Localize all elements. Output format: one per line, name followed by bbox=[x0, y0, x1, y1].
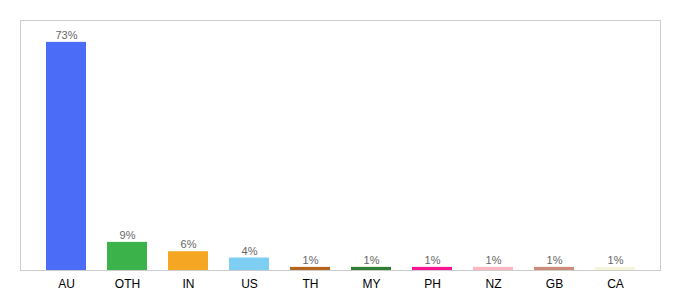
svg-text:TH: TH bbox=[303, 277, 319, 291]
svg-text:GB: GB bbox=[546, 277, 563, 291]
svg-text:NZ: NZ bbox=[486, 277, 502, 291]
svg-text:4%: 4% bbox=[242, 245, 258, 257]
svg-text:1%: 1% bbox=[364, 254, 380, 266]
svg-text:1%: 1% bbox=[608, 254, 624, 266]
svg-text:6%: 6% bbox=[181, 238, 197, 250]
svg-text:1%: 1% bbox=[425, 254, 441, 266]
svg-text:PH: PH bbox=[424, 277, 441, 291]
svg-text:1%: 1% bbox=[303, 254, 319, 266]
svg-text:OTH: OTH bbox=[115, 277, 140, 291]
svg-text:US: US bbox=[241, 277, 258, 291]
svg-text:9%: 9% bbox=[120, 229, 136, 241]
svg-text:1%: 1% bbox=[547, 254, 563, 266]
svg-text:73%: 73% bbox=[55, 29, 77, 41]
svg-text:IN: IN bbox=[183, 277, 195, 291]
svg-text:CA: CA bbox=[607, 277, 624, 291]
svg-text:MY: MY bbox=[363, 277, 381, 291]
svg-text:1%: 1% bbox=[486, 254, 502, 266]
svg-text:AU: AU bbox=[58, 277, 75, 291]
